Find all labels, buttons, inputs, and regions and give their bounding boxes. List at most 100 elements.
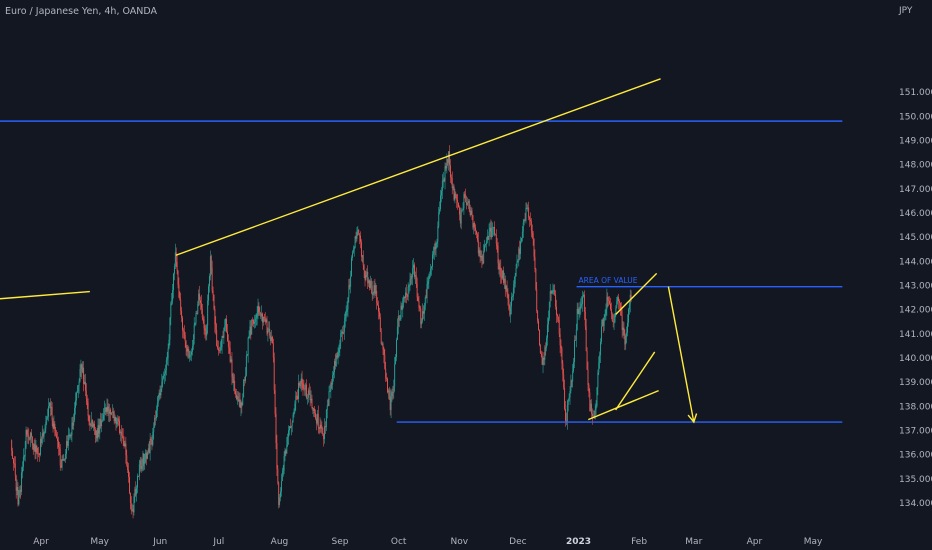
candle-body (240, 402, 242, 408)
price-tick-label: 143.000 (899, 281, 932, 291)
candle-body (602, 319, 604, 326)
candle-body (172, 290, 174, 301)
candle-body (210, 256, 212, 268)
candle-body (11, 440, 13, 451)
candle-body (20, 489, 22, 492)
candle-body (52, 420, 54, 429)
candle-body (247, 338, 249, 356)
candle-body (187, 349, 189, 352)
candle-body (503, 278, 505, 283)
price-tick-label: 137.000 (899, 426, 932, 436)
candle-body (439, 209, 441, 213)
candle-body (306, 384, 308, 399)
trendline[interactable] (667, 286, 695, 423)
candle-body (348, 284, 350, 298)
candle-body (13, 463, 15, 465)
candle-body (31, 436, 33, 446)
candle-body (268, 328, 270, 332)
candle-body (143, 453, 145, 464)
candle-body (79, 368, 81, 382)
trendline[interactable] (615, 351, 656, 411)
candle-body (57, 438, 58, 442)
candle-body (477, 240, 479, 254)
price-axis[interactable]: 151.000 150.000 149.000 148.000 147.000 146.0… (899, 88, 932, 509)
candle-body (630, 294, 632, 298)
candle-body (494, 227, 495, 235)
candle-body (347, 297, 349, 310)
candle-body (188, 349, 190, 358)
candle-body (395, 357, 397, 365)
candle-body (608, 300, 610, 302)
candle-body (445, 166, 447, 169)
candle-body (217, 346, 219, 349)
candle-body (571, 380, 573, 382)
candle-body (434, 247, 436, 250)
candles-layer (11, 145, 632, 519)
candle-body (201, 308, 203, 318)
candle-body (547, 318, 549, 325)
candle-body (75, 400, 76, 408)
candle-body (475, 227, 477, 231)
candle-body (572, 371, 574, 382)
trendline[interactable] (0, 290, 90, 300)
candle-body (482, 260, 484, 264)
candle-body (577, 308, 579, 315)
candle-body (324, 426, 326, 440)
candle-body (93, 423, 95, 429)
candle-body (562, 363, 564, 375)
trendline[interactable] (615, 272, 658, 315)
candle-body (88, 415, 90, 422)
candle-body (171, 300, 173, 304)
candle-body (245, 355, 247, 376)
candle-body (461, 210, 463, 212)
candle-body (345, 311, 347, 318)
candle-body (264, 317, 266, 323)
candle-body (73, 419, 75, 426)
candle-body (554, 289, 556, 295)
candle-body (333, 372, 334, 376)
candle-body (112, 411, 114, 413)
candle-body (376, 290, 378, 303)
candle-body (109, 409, 111, 414)
candle-body (287, 436, 289, 445)
trendline[interactable] (587, 389, 659, 421)
candle-body (456, 194, 458, 200)
candle-body (560, 345, 562, 349)
drawings-layer[interactable]: AREA OF VALUE (0, 78, 843, 424)
candle-body (375, 290, 377, 294)
candle-body (111, 412, 112, 415)
candle-body (564, 387, 566, 410)
candle-body (78, 381, 80, 386)
candle-body (209, 276, 210, 287)
candle-body (415, 275, 417, 284)
candle-body (307, 397, 308, 399)
candle-body (294, 403, 296, 412)
candle-body (438, 212, 440, 227)
candle-body (584, 311, 586, 327)
candle-body (169, 318, 171, 340)
candle-body (14, 463, 16, 476)
candle-body (558, 319, 560, 335)
candle-body (133, 496, 135, 513)
candle-body (372, 293, 374, 295)
candle-body (286, 444, 288, 454)
candle-body (21, 472, 23, 492)
candle-body (433, 247, 435, 253)
candle-body (282, 470, 284, 475)
candle-body (464, 194, 466, 197)
candle-body (450, 177, 452, 179)
chart-title: Euro / Japanese Yen, 4h, OANDA (5, 6, 158, 17)
trendline[interactable] (175, 78, 661, 256)
candle-body (311, 398, 313, 408)
candle-body (598, 362, 600, 373)
candle-body (540, 352, 542, 354)
candle-body (613, 321, 615, 323)
time-axis[interactable]: Apr May Jun Jul Aug Sep Oct Nov Dec 2023 Feb Mar Apr… (33, 537, 823, 547)
candle-body (13, 458, 14, 464)
candle-body (366, 271, 368, 276)
candle-body (97, 425, 99, 439)
candle-body (40, 438, 41, 455)
candle-body (623, 327, 625, 336)
